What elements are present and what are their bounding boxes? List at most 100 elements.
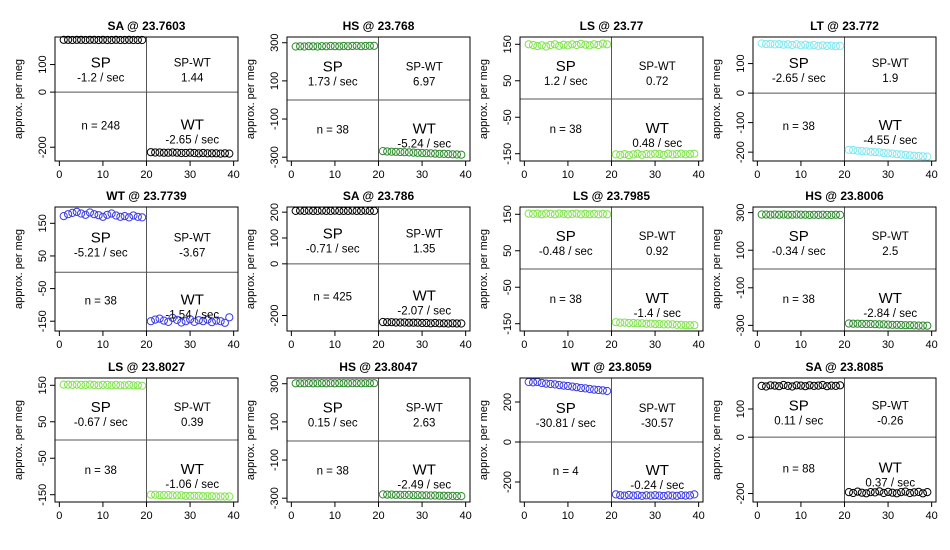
data-point-wt — [629, 491, 638, 500]
sp-rate: 1.73 / sec — [308, 76, 358, 88]
data-point-wt — [629, 150, 638, 159]
data-point-wt — [203, 315, 212, 324]
x-tick-label: 20 — [372, 510, 384, 522]
data-point-wt — [194, 149, 203, 158]
x-tick-label: 0 — [56, 339, 62, 351]
data-point-sp — [296, 42, 305, 51]
data-point-wt — [155, 314, 164, 323]
data-point-sp — [133, 212, 142, 221]
data-point-sp — [809, 40, 819, 50]
x-tick-label: 40 — [460, 510, 472, 522]
data-point-wt — [875, 148, 884, 157]
data-point-wt — [853, 319, 862, 328]
sample-count: n = 38 — [550, 124, 582, 136]
sample-count: n = 88 — [783, 464, 815, 476]
wt-label: WT — [413, 287, 436, 304]
data-point-sp — [335, 42, 344, 51]
data-point-sp — [85, 380, 95, 389]
x-tick-label: 10 — [795, 510, 807, 522]
data-point-wt — [435, 319, 444, 328]
data-point-wt — [914, 321, 923, 330]
data-point-wt — [844, 145, 854, 154]
sp-wt-label: SP-WT — [639, 231, 676, 243]
data-point-sp — [814, 41, 823, 51]
y-axis-label: approx. per meg — [13, 400, 25, 480]
data-point-sp — [590, 385, 599, 394]
data-point-sp — [64, 210, 73, 219]
sample-count: n = 248 — [81, 121, 120, 133]
data-point-wt — [207, 318, 216, 327]
data-point-sp — [766, 39, 775, 48]
data-point-wt — [444, 491, 453, 500]
data-point-sp — [814, 210, 823, 219]
x-tick-label: 30 — [649, 339, 661, 351]
data-point-wt — [207, 149, 216, 158]
data-point-sp — [120, 381, 129, 390]
data-point-sp — [348, 379, 357, 388]
data-point-wt — [616, 491, 625, 500]
panel-title: LS @ 23.7985 — [573, 189, 650, 203]
x-tick-label: 30 — [184, 339, 196, 351]
y-tick-label: 100 — [735, 241, 747, 259]
data-point-wt — [910, 151, 919, 160]
data-point-wt — [672, 150, 682, 159]
data-point-wt — [910, 321, 919, 330]
wt-rate: -4.55 / sec — [863, 135, 917, 147]
data-point-sp — [365, 206, 374, 215]
data-point-wt — [220, 492, 229, 501]
data-point-wt — [616, 150, 625, 159]
data-point-wt — [181, 491, 190, 500]
data-point-wt — [888, 488, 897, 497]
data-point-wt — [651, 149, 660, 158]
data-point-wt — [611, 318, 621, 327]
y-tick-label: 0 — [37, 89, 49, 95]
data-point-wt — [194, 491, 203, 500]
data-point-sp — [304, 379, 313, 388]
data-point-wt — [681, 321, 690, 330]
y-tick-label: -50 — [37, 281, 49, 297]
data-point-wt — [457, 492, 466, 501]
data-point-sp — [770, 210, 779, 219]
y-axis-label: approx. per meg — [245, 400, 257, 480]
data-point-sp — [330, 42, 339, 51]
data-point-wt — [212, 316, 221, 325]
data-point-wt — [426, 149, 435, 158]
y-tick-label: -300 — [269, 146, 281, 168]
data-point-sp — [133, 35, 142, 45]
data-point-wt — [646, 491, 655, 500]
data-point-sp — [809, 381, 819, 390]
data-point-wt — [151, 315, 160, 324]
sp-rate: -0.67 / sec — [74, 417, 128, 429]
wt-label: WT — [646, 462, 669, 479]
x-tick-label: 20 — [605, 169, 617, 181]
data-point-sp — [836, 41, 845, 51]
sample-count: n = 425 — [313, 291, 352, 303]
y-axis-label: approx. per meg — [711, 400, 723, 480]
data-point-wt — [901, 487, 910, 496]
data-point-wt — [616, 318, 625, 327]
data-point-wt — [199, 317, 208, 326]
data-point-wt — [422, 149, 431, 158]
y-tick-label: -50 — [502, 109, 514, 125]
sp-label: SP — [556, 58, 576, 75]
data-point-wt — [439, 491, 448, 500]
data-point-sp — [827, 41, 836, 50]
data-point-wt — [637, 491, 647, 500]
x-tick-label: 0 — [56, 510, 62, 522]
x-tick-label: 20 — [605, 339, 617, 351]
data-point-sp — [779, 210, 788, 219]
data-point-wt — [452, 319, 461, 328]
data-point-sp — [572, 40, 581, 50]
data-point-wt — [866, 147, 875, 156]
data-point-sp — [809, 210, 819, 219]
y-tick-label: -300 — [735, 314, 747, 336]
data-point-wt — [422, 318, 431, 328]
y-axis-label: approx. per meg — [478, 229, 490, 309]
data-point-wt — [642, 319, 651, 328]
data-point-sp — [317, 42, 326, 51]
data-point-sp — [546, 379, 555, 389]
y-axis-label: approx. per meg — [13, 59, 25, 139]
sp-rate: -2.65 / sec — [772, 73, 826, 85]
data-point-sp — [361, 41, 370, 51]
